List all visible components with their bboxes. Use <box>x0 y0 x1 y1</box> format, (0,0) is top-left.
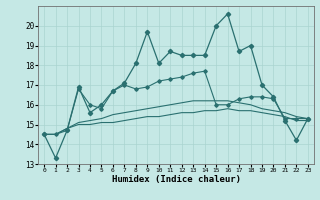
X-axis label: Humidex (Indice chaleur): Humidex (Indice chaleur) <box>111 175 241 184</box>
